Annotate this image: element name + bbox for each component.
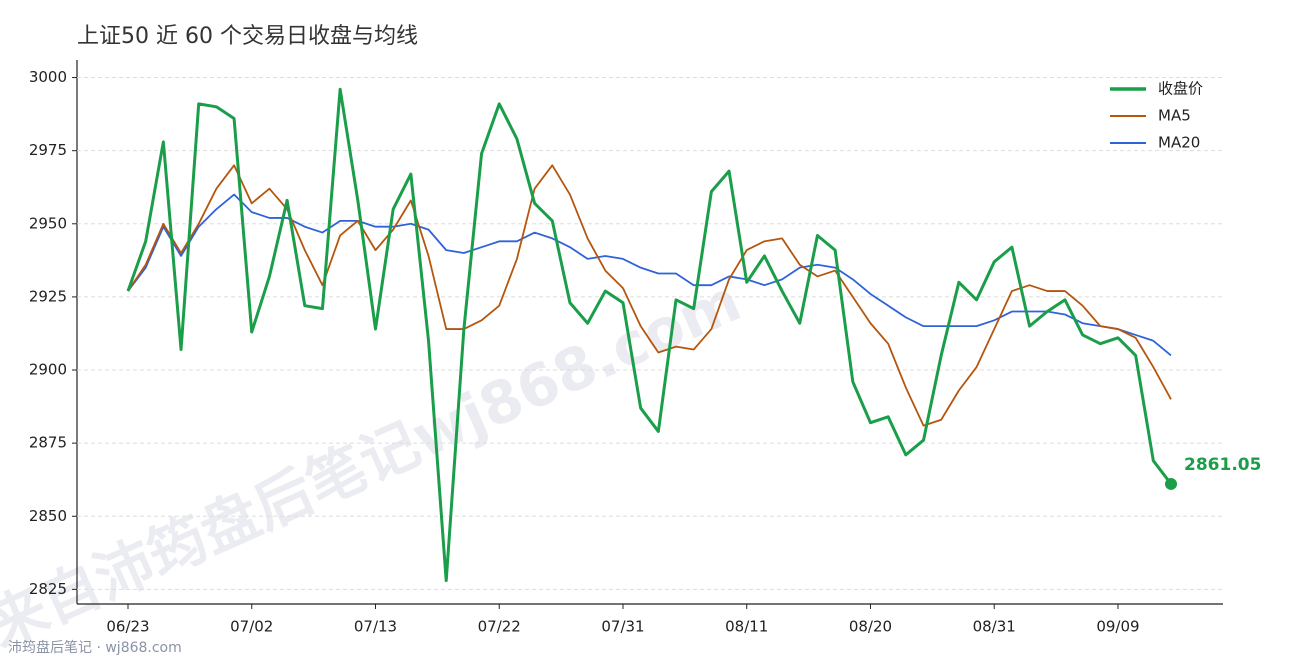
y-tick-label: 2875	[29, 434, 67, 452]
y-tick-label: 2925	[29, 287, 67, 305]
chart-title: 上证50 近 60 个交易日收盘与均线	[77, 24, 418, 49]
x-tick-label: 06/23	[106, 618, 149, 636]
y-tick-label: 2900	[29, 361, 67, 379]
series-line	[127, 193, 1172, 357]
y-tick-label: 2825	[29, 580, 67, 598]
legend-label: MA20	[1158, 134, 1200, 152]
x-tick-label: 08/31	[973, 618, 1016, 636]
series-line	[127, 164, 1172, 427]
x-tick-label: 07/31	[601, 618, 644, 636]
x-tick-label: 08/11	[725, 618, 768, 636]
legend-label: MA5	[1158, 107, 1191, 125]
y-tick-label: 3000	[29, 68, 67, 86]
y-tick-label: 2950	[29, 214, 67, 232]
series-line	[126, 87, 1173, 583]
y-tick-label: 2975	[29, 141, 67, 159]
x-tick-label: 07/02	[230, 618, 273, 636]
x-tick-label: 09/09	[1096, 618, 1139, 636]
x-tick-label: 07/22	[478, 618, 521, 636]
x-tick-label: 07/13	[354, 618, 397, 636]
legend-label: 收盘价	[1158, 80, 1203, 98]
footer: 沛筠盘后笔记 · wj868.com	[8, 639, 182, 656]
last-point	[1165, 477, 1177, 490]
x-tick-label: 08/20	[849, 618, 892, 636]
annotation: 2861.05	[1184, 455, 1261, 475]
y-tick-label: 2850	[29, 507, 67, 525]
